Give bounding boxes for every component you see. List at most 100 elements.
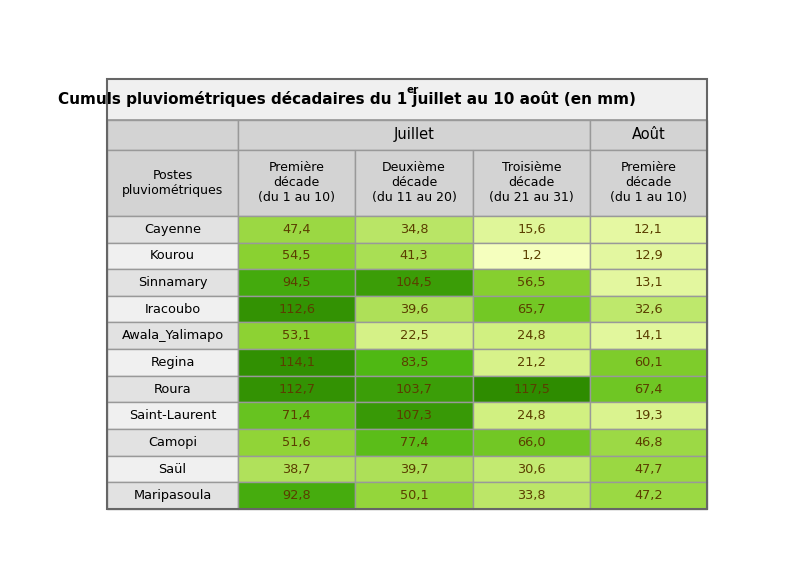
Bar — [107, 429, 238, 456]
Text: Première
décade
(du 1 au 10): Première décade (du 1 au 10) — [258, 162, 335, 204]
Text: 77,4: 77,4 — [400, 436, 429, 449]
Text: 50,1: 50,1 — [399, 489, 429, 502]
Text: Camopi: Camopi — [148, 436, 197, 449]
Text: 46,8: 46,8 — [634, 436, 663, 449]
Text: Troisième
décade
(du 21 au 31): Troisième décade (du 21 au 31) — [489, 162, 574, 204]
Text: 33,8: 33,8 — [518, 489, 545, 502]
Bar — [356, 150, 473, 216]
Bar — [473, 150, 590, 216]
Text: Juillet: Juillet — [394, 128, 434, 143]
Bar — [107, 269, 238, 296]
Bar — [107, 120, 238, 150]
Bar — [107, 242, 238, 269]
Text: 47,4: 47,4 — [283, 223, 311, 235]
Text: 21,2: 21,2 — [517, 356, 546, 369]
Text: 24,8: 24,8 — [517, 409, 546, 422]
Text: 92,8: 92,8 — [283, 489, 311, 502]
Bar — [473, 216, 590, 242]
Bar — [356, 323, 473, 349]
Text: 83,5: 83,5 — [400, 356, 429, 369]
Text: 32,6: 32,6 — [634, 303, 663, 316]
Text: 38,7: 38,7 — [283, 463, 311, 475]
Text: Saint-Laurent: Saint-Laurent — [129, 409, 216, 422]
Text: 104,5: 104,5 — [395, 276, 433, 289]
Bar — [107, 216, 238, 242]
Text: 56,5: 56,5 — [518, 276, 545, 289]
Bar — [356, 349, 473, 376]
Bar — [238, 269, 356, 296]
Bar — [473, 242, 590, 269]
Bar — [238, 150, 356, 216]
Bar — [238, 296, 356, 323]
Bar — [590, 120, 707, 150]
Bar — [356, 296, 473, 323]
Text: 71,4: 71,4 — [283, 409, 311, 422]
Bar — [473, 323, 590, 349]
Text: Maripasoula: Maripasoula — [133, 489, 212, 502]
Text: 114,1: 114,1 — [278, 356, 315, 369]
Bar — [238, 376, 356, 403]
Text: Août: Août — [631, 128, 665, 143]
Text: Sinnamary: Sinnamary — [138, 276, 207, 289]
Text: 53,1: 53,1 — [283, 329, 311, 342]
Text: Awala_Yalimapo: Awala_Yalimapo — [121, 329, 224, 342]
Text: 94,5: 94,5 — [283, 276, 311, 289]
Bar — [356, 216, 473, 242]
Text: 24,8: 24,8 — [517, 329, 546, 342]
Text: 54,5: 54,5 — [283, 249, 311, 263]
Bar — [473, 376, 590, 403]
Text: Cumuls pluviométriques décadaires du 1: Cumuls pluviométriques décadaires du 1 — [58, 91, 407, 107]
Bar — [107, 79, 707, 120]
Text: 41,3: 41,3 — [400, 249, 429, 263]
Text: 107,3: 107,3 — [395, 409, 433, 422]
Text: 19,3: 19,3 — [634, 409, 663, 422]
Bar — [238, 429, 356, 456]
Bar — [238, 120, 590, 150]
Bar — [590, 349, 707, 376]
Bar — [238, 403, 356, 429]
Text: 12,9: 12,9 — [634, 249, 663, 263]
Text: Première
décade
(du 1 au 10): Première décade (du 1 au 10) — [610, 162, 687, 204]
Bar — [590, 216, 707, 242]
Bar — [107, 323, 238, 349]
Bar — [356, 403, 473, 429]
Bar — [107, 150, 238, 216]
Text: 22,5: 22,5 — [399, 329, 429, 342]
Text: 13,1: 13,1 — [634, 276, 663, 289]
Bar — [473, 456, 590, 482]
Text: 47,7: 47,7 — [634, 463, 663, 475]
Bar — [590, 150, 707, 216]
Bar — [107, 296, 238, 323]
Bar — [107, 376, 238, 403]
Text: 112,7: 112,7 — [278, 383, 315, 396]
Bar — [590, 376, 707, 403]
Bar — [238, 216, 356, 242]
Bar — [473, 403, 590, 429]
Text: Roura: Roura — [154, 383, 191, 396]
Text: 15,6: 15,6 — [517, 223, 546, 235]
Text: 47,2: 47,2 — [634, 489, 663, 502]
Text: Cayenne: Cayenne — [144, 223, 201, 235]
Bar — [356, 269, 473, 296]
Text: 65,7: 65,7 — [518, 303, 545, 316]
Bar — [356, 429, 473, 456]
Text: Regina: Regina — [150, 356, 195, 369]
Bar — [473, 349, 590, 376]
Bar — [590, 429, 707, 456]
Bar — [473, 269, 590, 296]
Bar — [356, 456, 473, 482]
Bar — [238, 349, 356, 376]
Bar — [590, 242, 707, 269]
Bar — [238, 456, 356, 482]
Bar — [473, 482, 590, 509]
Bar — [590, 296, 707, 323]
Bar — [590, 482, 707, 509]
Text: Kourou: Kourou — [150, 249, 195, 263]
Bar — [473, 296, 590, 323]
Bar — [107, 349, 238, 376]
Text: 66,0: 66,0 — [517, 436, 546, 449]
Bar — [107, 456, 238, 482]
Text: 1,2: 1,2 — [522, 249, 542, 263]
Text: Iracoubo: Iracoubo — [145, 303, 201, 316]
Bar — [590, 323, 707, 349]
